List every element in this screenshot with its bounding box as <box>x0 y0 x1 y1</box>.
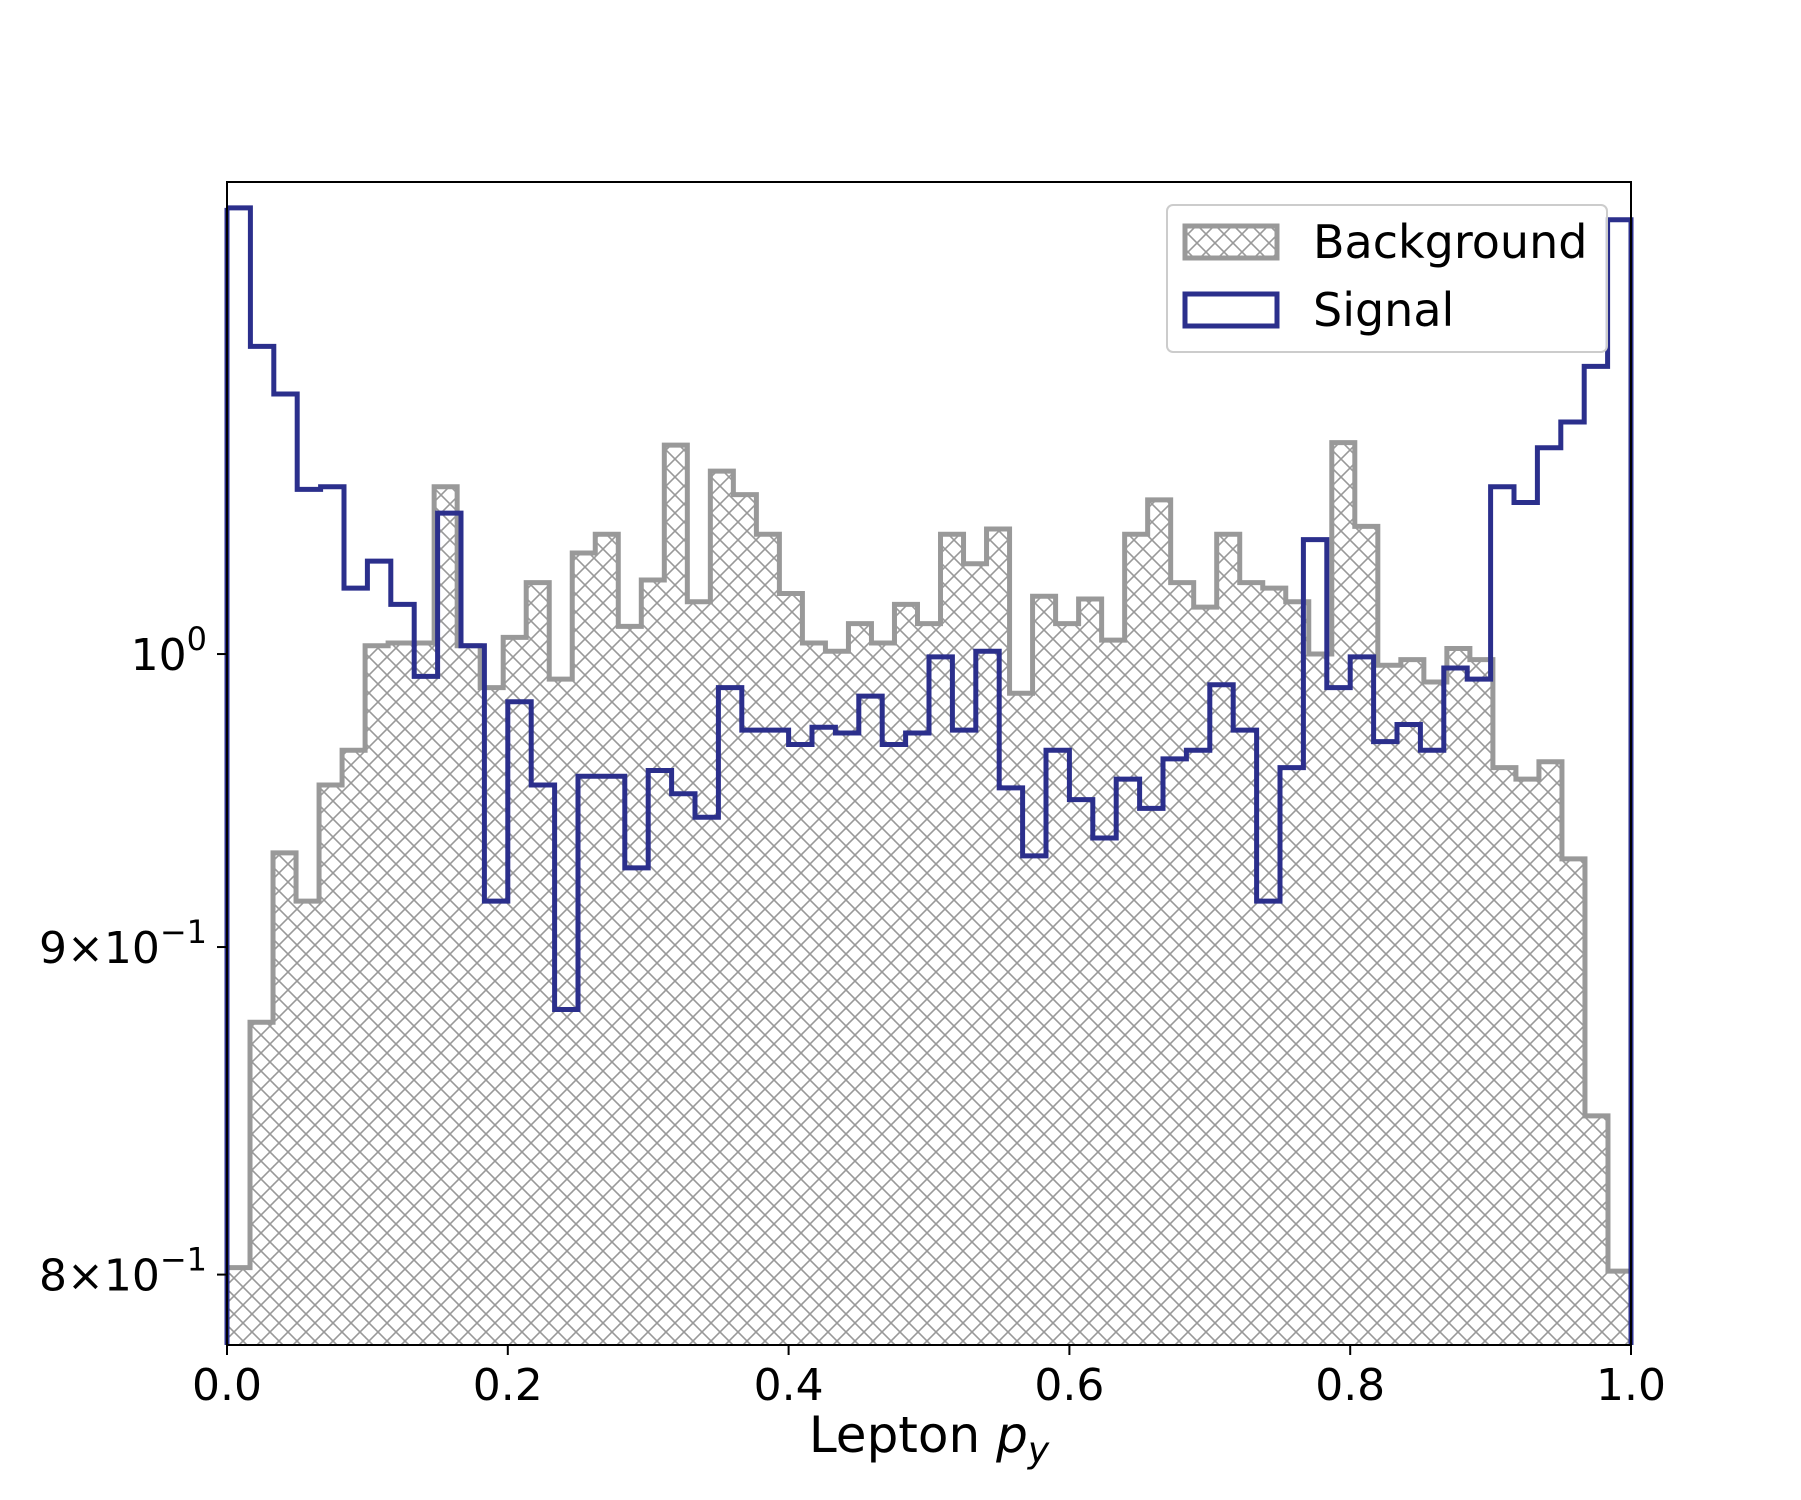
background-bar <box>319 785 343 1345</box>
background-bar <box>595 534 619 1345</box>
background-bar <box>1423 681 1448 1345</box>
background-bar <box>1193 607 1218 1345</box>
background-bar <box>1101 640 1126 1345</box>
background-bar <box>1492 767 1517 1345</box>
background-bar <box>273 852 297 1345</box>
background-bar <box>1538 761 1563 1345</box>
background-bar <box>1469 659 1494 1345</box>
background-bar <box>342 750 366 1345</box>
background-bar <box>549 679 573 1345</box>
background-bar <box>825 651 849 1345</box>
background-bar <box>917 623 942 1345</box>
x-tick-label: 0.8 <box>1315 1360 1385 1411</box>
background-bar <box>1285 601 1310 1345</box>
background-bar <box>1032 596 1057 1345</box>
background-bar <box>963 563 988 1345</box>
y-tick-label: 9×10−1 <box>39 913 207 974</box>
legend: Background Signal <box>1166 204 1608 353</box>
background-bar <box>1354 526 1379 1345</box>
background-bar <box>526 582 550 1345</box>
legend-background-label: Background <box>1313 215 1587 269</box>
background-bar <box>641 579 665 1345</box>
legend-signal-swatch <box>1182 291 1280 329</box>
background-bar <box>296 901 320 1345</box>
background-bar <box>1400 659 1425 1345</box>
background-bar <box>1515 779 1540 1345</box>
x-tick-label: 0.0 <box>192 1360 262 1411</box>
background-bar <box>733 494 757 1346</box>
background-bar <box>710 471 734 1346</box>
background-bar <box>457 645 481 1345</box>
background-bar <box>1262 588 1287 1345</box>
background-bar <box>411 642 435 1345</box>
legend-background-swatch <box>1182 223 1280 261</box>
x-axis-label: Lepton py <box>809 1406 1050 1471</box>
background-bar <box>250 1022 274 1345</box>
background-bar <box>388 642 412 1345</box>
background-bar <box>1584 1115 1609 1345</box>
background-bar <box>1331 442 1356 1345</box>
background-bar <box>1124 534 1149 1345</box>
axis-ticks: 0.0 0.2 0.4 0.6 0.8 1.0 8×10−1 9×10−1 100 <box>39 620 1666 1411</box>
background-bar <box>687 601 711 1345</box>
x-tick-label: 1.0 <box>1596 1360 1666 1411</box>
background-bar <box>1078 598 1103 1345</box>
background-bar <box>227 1267 251 1345</box>
x-tick-label: 0.4 <box>754 1360 824 1411</box>
background-bar <box>1170 582 1195 1345</box>
y-tick-label: 100 <box>131 620 207 681</box>
background-bar <box>1446 648 1471 1345</box>
background-bar <box>365 645 389 1345</box>
background-bar <box>848 623 872 1345</box>
x-tick-label: 0.6 <box>1034 1360 1104 1411</box>
background-bar <box>1055 623 1080 1345</box>
background-bar <box>756 534 780 1345</box>
background-bar <box>572 553 596 1345</box>
background-bar <box>802 642 826 1345</box>
y-tick-label: 8×10−1 <box>39 1241 207 1302</box>
background-bar <box>986 528 1011 1345</box>
background-bar <box>871 642 895 1345</box>
background-bar <box>1377 665 1402 1345</box>
background-bar <box>940 534 965 1345</box>
x-tick-label: 0.2 <box>473 1360 543 1411</box>
background-bar <box>1147 499 1172 1346</box>
background-bar <box>618 626 642 1345</box>
background-bar <box>894 604 918 1345</box>
background-bar <box>1308 654 1333 1345</box>
legend-signal-label: Signal <box>1313 283 1454 337</box>
plot-frame <box>226 181 1632 1346</box>
background-bar <box>664 445 688 1346</box>
background-bar <box>1216 534 1241 1345</box>
background-bar <box>1561 858 1586 1345</box>
histogram-bars <box>224 205 1634 1346</box>
background-bar <box>1607 1271 1632 1345</box>
background-bar <box>1239 582 1264 1345</box>
signal-outline <box>227 205 1634 1345</box>
background-bar <box>434 486 458 1345</box>
background-bar <box>779 593 803 1345</box>
